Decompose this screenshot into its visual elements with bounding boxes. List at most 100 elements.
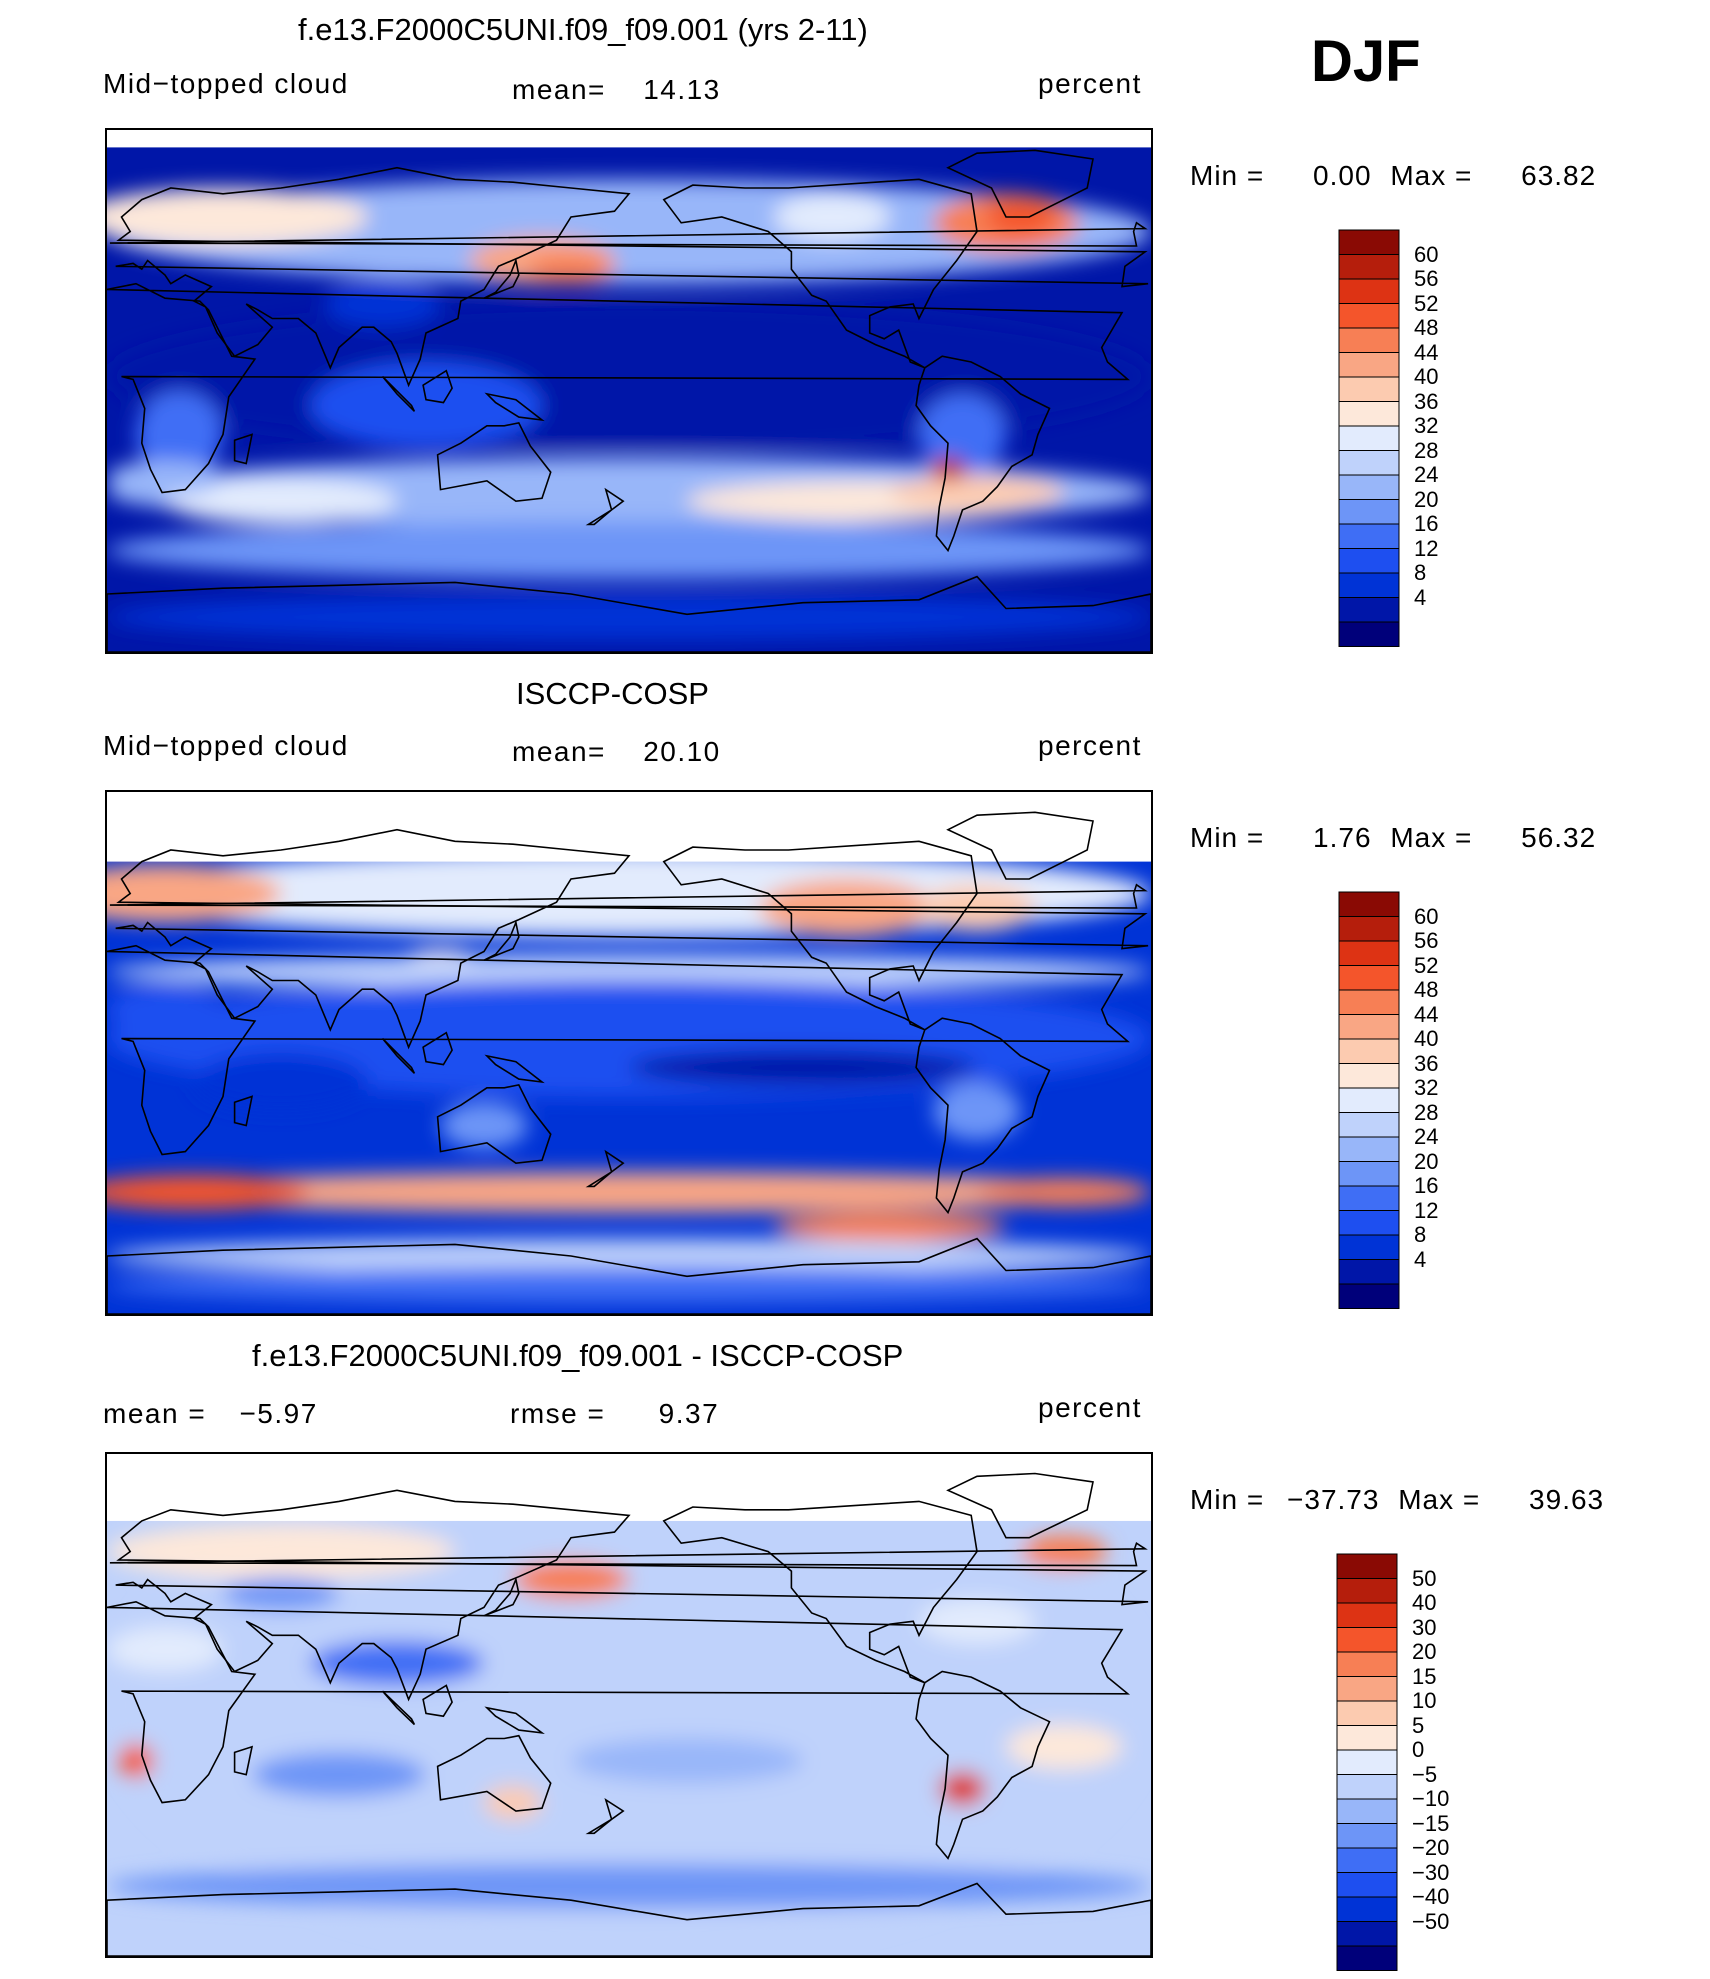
colorbar-tick-label: 40 — [1412, 1590, 1437, 1615]
cloud-field-blob — [1020, 1534, 1108, 1569]
coastline — [915, 355, 1051, 553]
colorbar-box — [1338, 499, 1400, 525]
season-label: DJF — [1311, 29, 1421, 94]
panel2-min-key: Min = — [1190, 822, 1265, 853]
coastline — [233, 1745, 254, 1776]
panel3-map — [105, 1452, 1153, 1958]
cloud-field-blob — [107, 1174, 310, 1210]
coastline — [107, 944, 1130, 1156]
cloud-field-blob — [484, 1785, 542, 1820]
coastline — [483, 257, 520, 299]
cloud-field-blob — [513, 1559, 629, 1600]
colorbar-tick-label: 40 — [1414, 364, 1439, 389]
cloud-field-blob — [107, 1626, 223, 1672]
map-field-svg — [107, 792, 1151, 1314]
colorbar-tick-label: 4 — [1414, 1246, 1427, 1272]
coastline — [422, 1031, 453, 1066]
colorbar-tick-label: 4 — [1414, 584, 1427, 610]
cloud-field-blob — [440, 1102, 528, 1149]
cloud-field-blob — [136, 391, 223, 478]
colorbar-tick-label: 56 — [1414, 928, 1439, 953]
panel2-units: percent — [1038, 730, 1142, 761]
coastline — [381, 1037, 416, 1074]
panel2-max-key: Max = — [1390, 822, 1473, 853]
colorbar-box — [1336, 1578, 1398, 1604]
colorbar-tick-label: 12 — [1414, 1197, 1439, 1223]
panel3-minmax: Min = −37.73 Max = 39.63 — [1190, 1484, 1604, 1516]
cloud-field-blob — [977, 1177, 1151, 1207]
coastline — [585, 1797, 625, 1835]
cloud-field-blob — [107, 1523, 455, 1580]
coastline — [422, 1684, 453, 1718]
coastline — [107, 282, 1130, 494]
colorbar-tick-label: 52 — [1414, 290, 1439, 316]
colorbar-box — [1338, 548, 1400, 574]
panel1-max-key: Max = — [1390, 160, 1473, 191]
panel1-colorbar: 60 56 52 48 44 40 36 32 28 24 20 16 12 8 4 — [1338, 229, 1478, 655]
cloud-field-blob — [774, 193, 890, 241]
panel2-mean-label: mean= 20.10 — [512, 736, 721, 768]
colorbar-box — [1338, 254, 1400, 280]
colorbar-box — [1338, 940, 1400, 966]
panel1-units: percent — [1038, 68, 1142, 99]
panel3-colorbar: 50 40 30 20 15 10 5 0 −5 −10 −15 −20 −30 −40 −50 — [1336, 1553, 1476, 1979]
coastline — [436, 1083, 552, 1165]
cloud-field-blob — [223, 1576, 339, 1611]
colorbar-box — [1338, 1038, 1400, 1064]
colorbar-box — [1336, 1896, 1398, 1922]
colorbar-box — [1338, 1234, 1400, 1260]
colorbar-tick-label: 36 — [1414, 388, 1439, 414]
cloud-field-blob — [107, 986, 223, 1033]
colorbar-box — [1336, 1774, 1398, 1800]
colorbar-svg — [1338, 891, 1400, 1309]
colorbar-tick-label: 12 — [1414, 535, 1439, 561]
coastline — [107, 575, 1151, 652]
cloud-field-blob — [107, 521, 1151, 580]
coastline — [946, 149, 1094, 218]
cloud-field-blob — [118, 1744, 154, 1778]
colorbar-box — [1338, 303, 1400, 329]
panel3-rmse-key: rmse = — [510, 1398, 606, 1429]
colorbar-tick-label: 0 — [1412, 1737, 1425, 1762]
coastline — [484, 1054, 545, 1084]
colorbar-tick-label: −5 — [1412, 1761, 1438, 1787]
cloud-field-blob — [939, 1771, 986, 1806]
coastline — [915, 1670, 1051, 1860]
panel1-mean-label: mean= 14.13 — [512, 74, 721, 106]
colorbar-box — [1338, 965, 1400, 991]
panel2-variable-label: Mid−topped cloud — [103, 730, 349, 761]
colorbar-tick-label: 60 — [1414, 903, 1439, 929]
colorbar-box — [1338, 278, 1400, 304]
panel1-minmax: Min = 0.00 Max = 63.82 — [1190, 160, 1596, 192]
panel3-max-value: 39.63 — [1529, 1484, 1605, 1515]
cloud-field-blob — [165, 478, 397, 525]
colorbar-tick-label: −20 — [1412, 1835, 1450, 1860]
panel2-mean-value: 20.10 — [643, 736, 721, 767]
coastline — [585, 487, 625, 526]
colorbar-box — [1338, 401, 1400, 427]
colorbar-box — [1336, 1945, 1398, 1971]
colorbar-tick-label: 8 — [1414, 560, 1427, 585]
cloud-field-blob — [919, 393, 1006, 476]
colorbar-tick-label: 32 — [1414, 413, 1439, 438]
coastline — [946, 811, 1094, 880]
panel3-units: percent — [1038, 1392, 1142, 1423]
panel2-mean-key: mean= — [512, 736, 606, 767]
colorbar-tick-label: 50 — [1412, 1565, 1437, 1591]
cloud-field-blob — [571, 1738, 803, 1784]
colorbar-tick-label: −50 — [1412, 1908, 1450, 1934]
coastline — [483, 919, 520, 961]
cloud-field-blob — [1006, 1724, 1122, 1770]
coastline — [115, 166, 1149, 388]
colorbar-box — [1336, 1627, 1398, 1653]
cloud-field-blob — [107, 594, 1151, 641]
panel2-minmax: Min = 1.76 Max = 56.32 — [1190, 822, 1596, 854]
cloud-field-blob — [397, 1177, 687, 1207]
colorbar-tick-label: 60 — [1414, 241, 1439, 267]
colorbar-box — [1336, 1700, 1398, 1726]
colorbar-tick-label: −40 — [1412, 1884, 1450, 1909]
coastline — [946, 1472, 1094, 1539]
panel1-min-value: 0.00 — [1313, 160, 1372, 191]
cloud-field-blob — [324, 280, 441, 328]
colorbar-box — [1338, 376, 1400, 402]
